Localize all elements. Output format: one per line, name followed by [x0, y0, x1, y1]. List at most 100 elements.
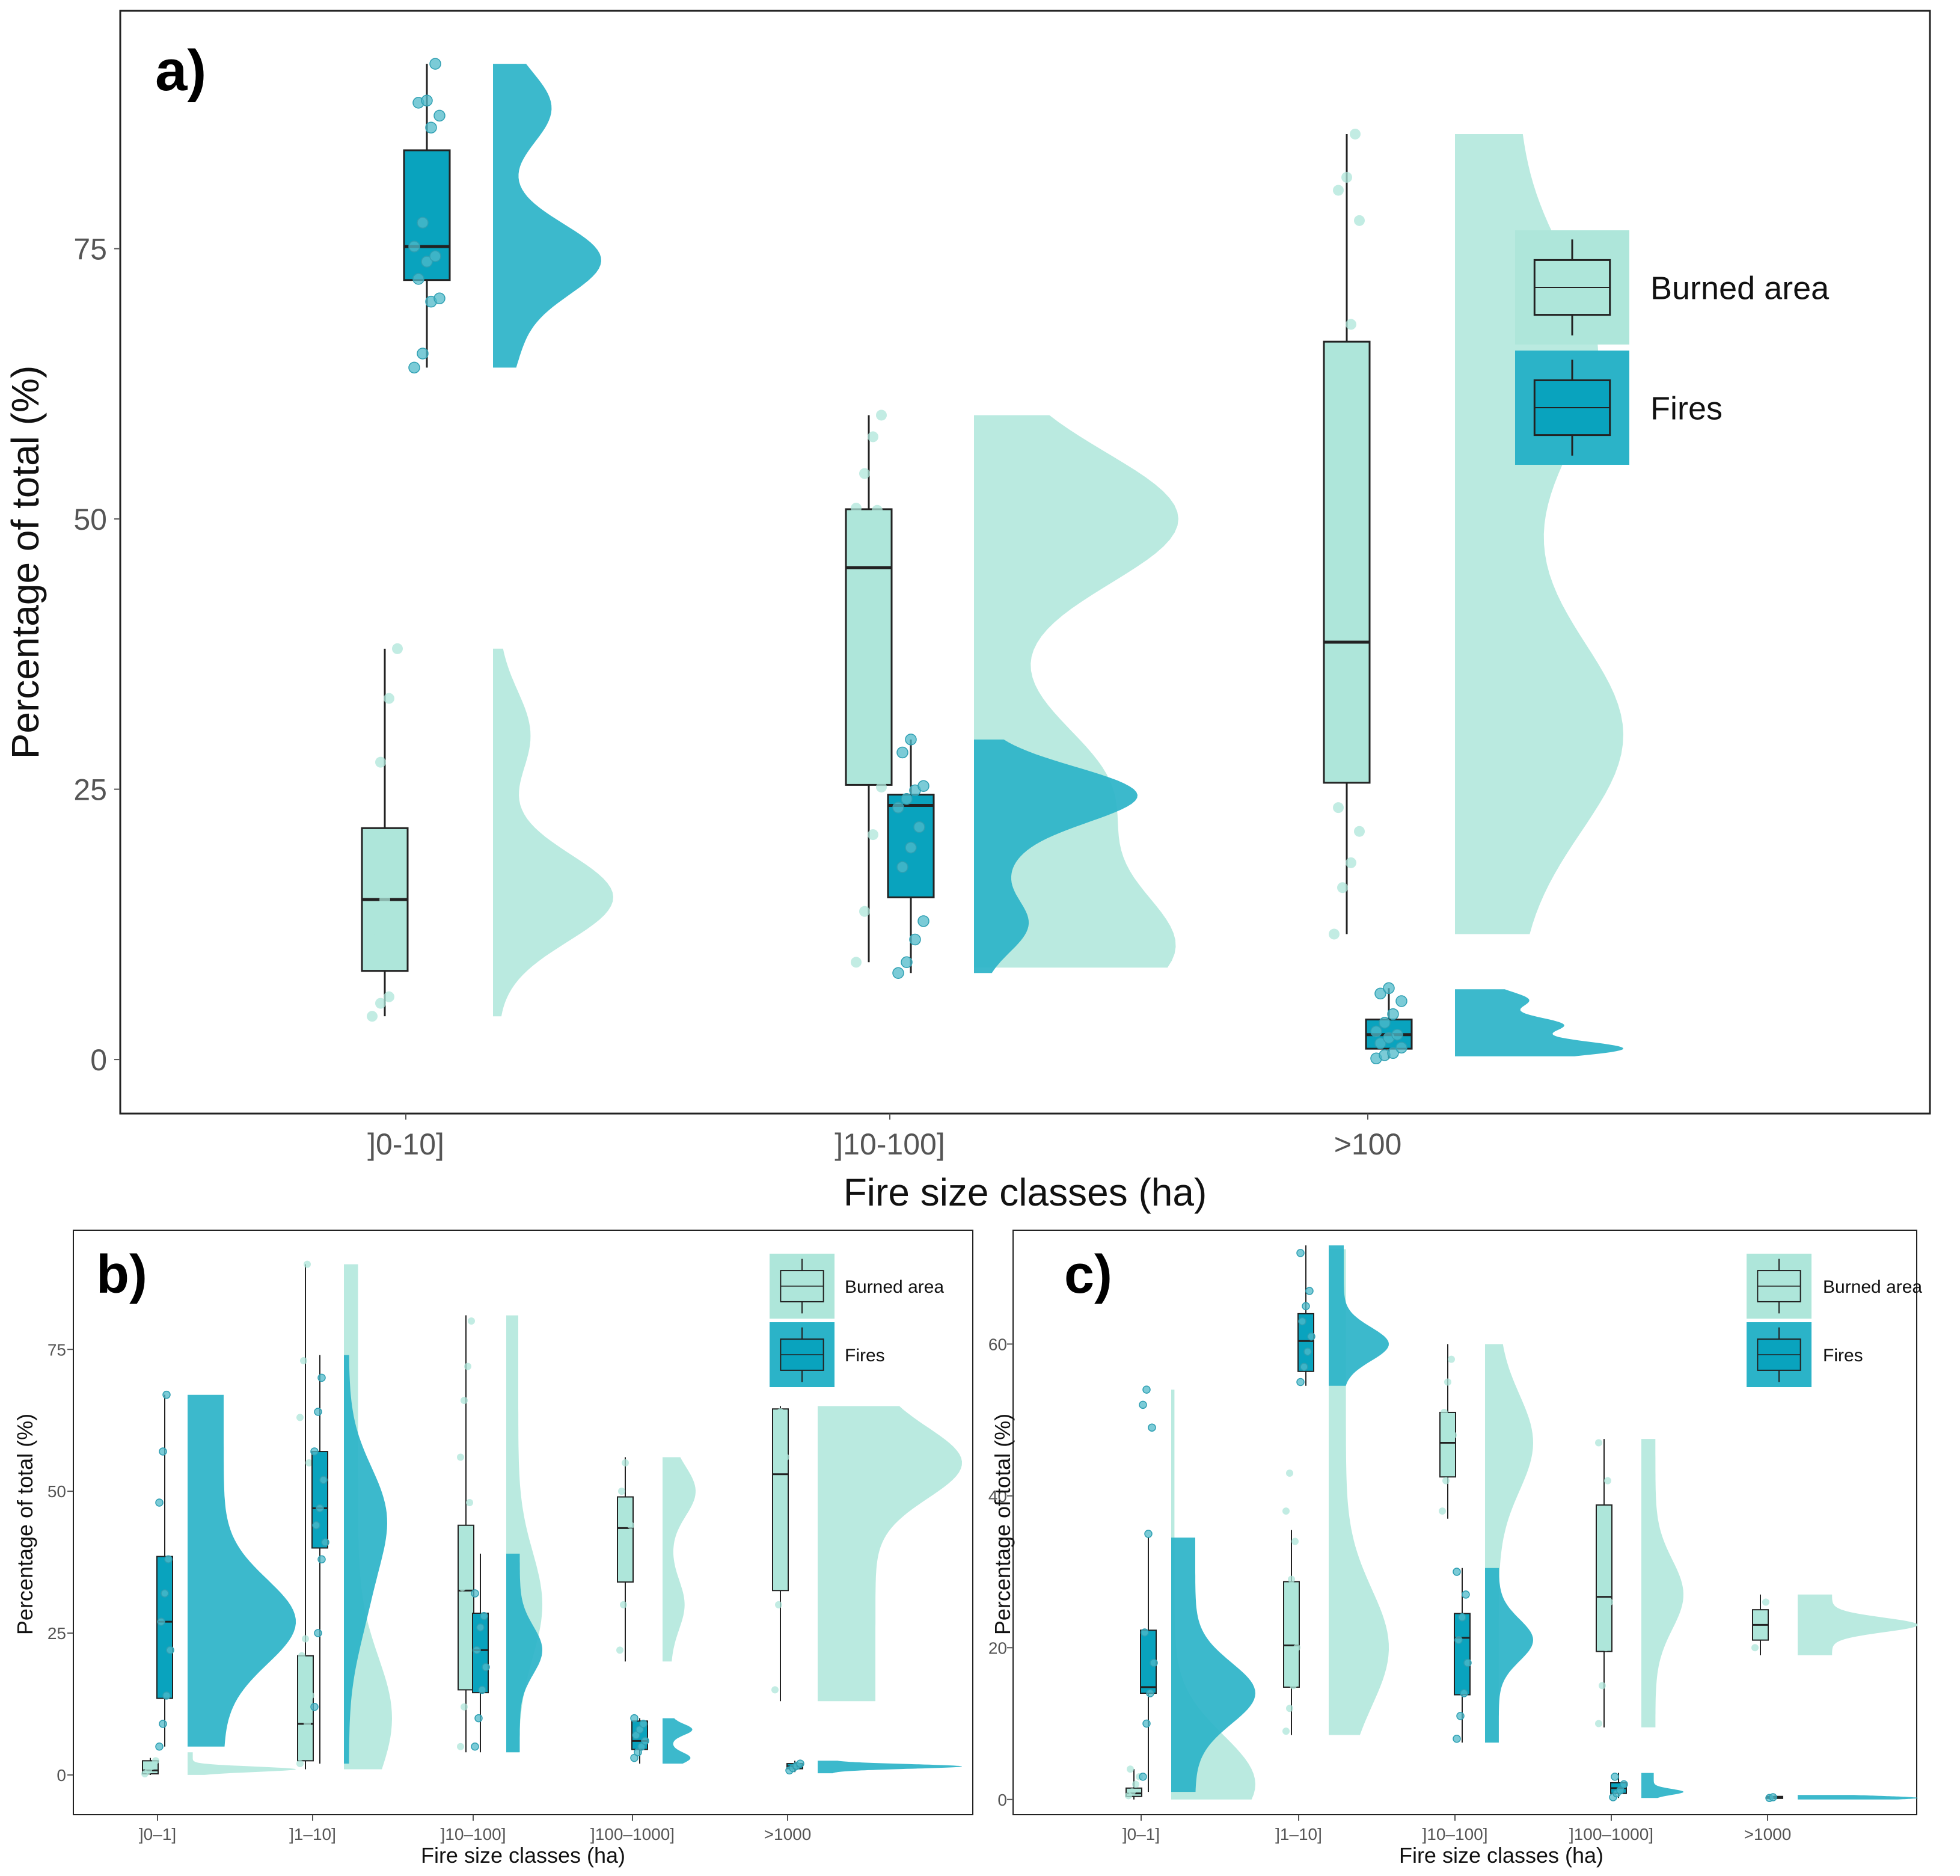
- data-point: [771, 1686, 779, 1694]
- data-point: [1291, 1537, 1299, 1545]
- data-point: [1751, 1644, 1759, 1652]
- data-point: [1333, 802, 1344, 814]
- y-tick-label: 0: [997, 1791, 1007, 1809]
- data-point: [161, 1589, 169, 1598]
- data-point: [1379, 1017, 1391, 1029]
- data-point: [473, 1646, 481, 1655]
- data-point: [637, 1743, 646, 1751]
- data-point: [159, 1447, 167, 1456]
- data-point: [1450, 1431, 1457, 1439]
- data-point: [639, 1720, 648, 1728]
- x-tick-label: ]100–1000]: [590, 1825, 675, 1844]
- data-point: [425, 121, 437, 133]
- y-tick-label: 50: [73, 503, 107, 536]
- data-point: [623, 1567, 631, 1575]
- data-point: [471, 1743, 479, 1751]
- fires-series: [403, 58, 1623, 1065]
- data-point: [1616, 1786, 1625, 1795]
- data-point: [1600, 1507, 1608, 1515]
- density-cloud: [818, 1406, 962, 1702]
- data-point: [375, 756, 386, 768]
- data-point: [863, 661, 874, 673]
- box: [311, 1451, 328, 1549]
- data-point: [408, 241, 420, 253]
- density-cloud: [1641, 1439, 1683, 1727]
- data-point: [1453, 1735, 1461, 1743]
- density-cloud: [1329, 1245, 1389, 1386]
- data-point: [1595, 1439, 1602, 1447]
- data-point: [384, 991, 394, 1002]
- y-tick-label: 75: [47, 1340, 66, 1359]
- data-point: [630, 1714, 639, 1723]
- data-point: [1441, 1408, 1448, 1416]
- data-point: [1296, 1378, 1305, 1387]
- data-point: [433, 109, 446, 122]
- data-point: [901, 793, 913, 805]
- data-point: [1395, 1041, 1407, 1054]
- data-point: [159, 1720, 167, 1728]
- data-point: [1602, 1644, 1609, 1652]
- data-point: [367, 858, 378, 869]
- x-tick-label: ]10–100]: [1423, 1825, 1488, 1844]
- data-point: [1463, 1658, 1472, 1667]
- data-point: [622, 1459, 629, 1467]
- data-point: [634, 1748, 642, 1756]
- density-cloud: [344, 1355, 387, 1764]
- data-point: [462, 1544, 470, 1552]
- density-cloud: [1455, 989, 1623, 1056]
- data-point: [461, 1397, 468, 1405]
- data-point: [796, 1759, 804, 1768]
- x-axis-label: Fire size classes (ha): [844, 1171, 1207, 1214]
- data-point: [1293, 1644, 1300, 1652]
- data-point: [296, 1414, 304, 1421]
- data-point: [616, 1646, 623, 1654]
- data-point: [384, 693, 394, 704]
- data-point: [773, 1430, 780, 1438]
- x-tick-label: >100: [1334, 1127, 1402, 1161]
- burned-area-series: [141, 1260, 962, 1778]
- data-point: [777, 1408, 784, 1415]
- data-point: [1458, 1613, 1466, 1622]
- data-point: [1129, 1788, 1136, 1796]
- data-point: [1755, 1629, 1762, 1637]
- x-axis-label: Fire size classes (ha): [1399, 1843, 1603, 1868]
- data-point: [1337, 394, 1348, 406]
- data-point: [905, 841, 917, 854]
- data-point: [307, 1691, 314, 1699]
- data-point: [1597, 1553, 1604, 1560]
- data-point: [1762, 1598, 1769, 1606]
- box: [1439, 1411, 1456, 1478]
- legend-label: Burned area: [1823, 1277, 1922, 1297]
- legend: Burned area Fires: [1747, 1254, 1922, 1387]
- data-point: [896, 746, 908, 759]
- y-tick-label: 40: [988, 1487, 1007, 1506]
- data-point: [155, 1743, 164, 1751]
- plot-frame: [73, 1230, 973, 1815]
- data-point: [635, 1725, 644, 1734]
- data-point: [466, 1498, 473, 1506]
- box: [1454, 1613, 1471, 1696]
- data-point: [162, 1691, 171, 1700]
- data-point: [868, 829, 878, 841]
- data-point: [1370, 1025, 1382, 1038]
- data-point: [917, 915, 929, 927]
- data-point: [1150, 1658, 1158, 1667]
- panel-c: 0 20 40 60]0–1]]1–10]]10–100]]100–1000] >100…: [988, 1230, 1922, 1868]
- data-point: [1282, 1727, 1290, 1735]
- data-point: [319, 1476, 328, 1484]
- data-point: [300, 1749, 307, 1756]
- data-point: [457, 1453, 464, 1461]
- data-point: [482, 1663, 490, 1672]
- panel-a: 0 25 50 75]0-10]]10-100] >100 Fire size class…: [4, 10, 1931, 1214]
- data-point: [1391, 1028, 1403, 1041]
- data-point: [1302, 1302, 1310, 1310]
- data-point: [1341, 690, 1352, 702]
- data-point: [1395, 995, 1407, 1007]
- data-point: [1350, 128, 1361, 139]
- data-point: [620, 1601, 627, 1608]
- data-point: [1354, 826, 1365, 837]
- data-point: [1284, 1606, 1291, 1614]
- data-point: [310, 1702, 319, 1711]
- data-point: [1305, 1287, 1314, 1295]
- data-point: [1444, 1378, 1451, 1386]
